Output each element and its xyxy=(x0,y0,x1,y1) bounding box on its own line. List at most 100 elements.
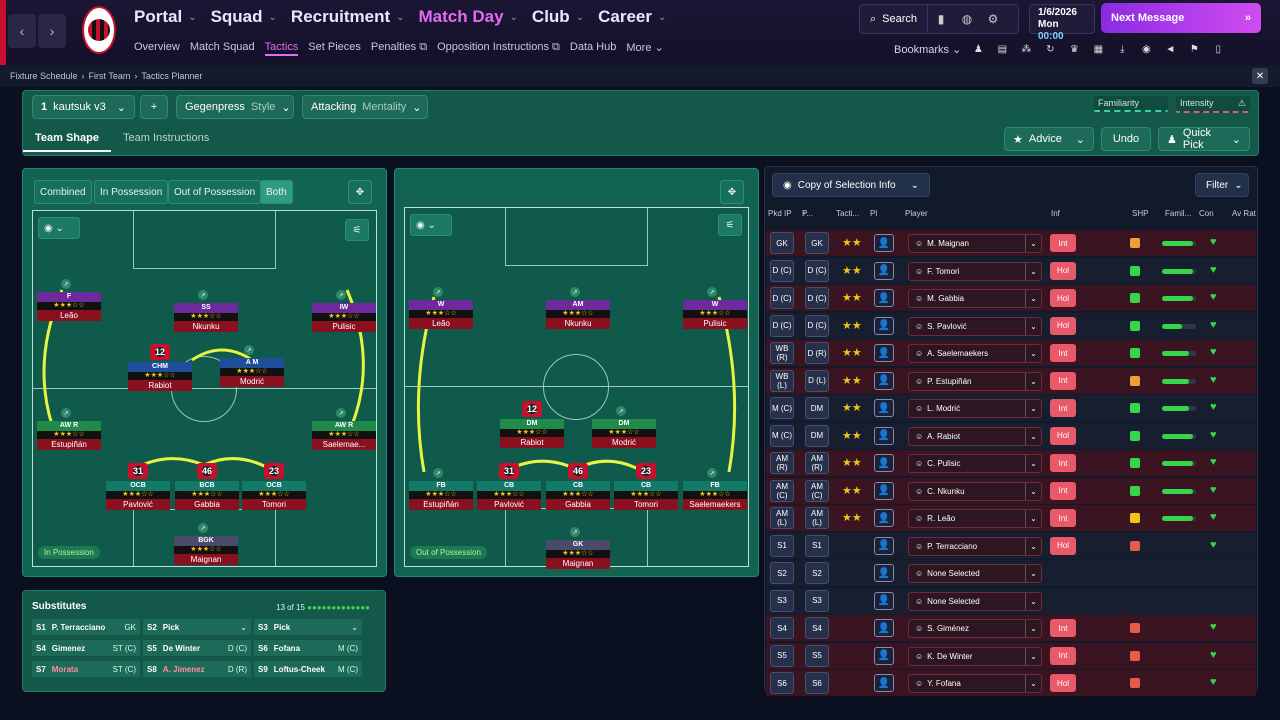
tab-team-shape[interactable]: Team Shape xyxy=(23,126,111,152)
nav-match-day[interactable]: Match Day ⌄ xyxy=(418,7,518,26)
duty-icon[interactable]: ↗ xyxy=(244,345,254,355)
player-card[interactable]: CB ★★★☆☆ Gabbia xyxy=(546,481,610,510)
player-profile-icon[interactable]: 👤 xyxy=(874,509,894,527)
player-card[interactable]: CHM ★★★☆☆ Rabiot xyxy=(128,362,192,391)
selection-row[interactable]: AM (C) AM (C) ★★ 👤 ☺ C. Nkunku ⌄ Int ♥ xyxy=(766,477,1256,504)
selection-row[interactable]: M (C) DM ★★ 👤 ☺ A. Rabiot ⌄ Hol ♥ xyxy=(766,422,1256,449)
player-select[interactable]: ☺ A. Rabiot ⌄ xyxy=(908,426,1042,446)
selection-row[interactable]: S2 S2 👤 ☺ None Selected ⌄ xyxy=(766,560,1256,586)
player-profile-icon[interactable]: 👤 xyxy=(874,481,894,500)
player-card[interactable]: SS ★★★☆☆ Nkunku xyxy=(174,303,238,332)
tab-team-instructions[interactable]: Team Instructions xyxy=(123,132,210,144)
move-icon[interactable]: ✥ xyxy=(720,180,744,204)
substitute-slot[interactable]: S1 P. Terracciano GK xyxy=(32,619,140,635)
op-position[interactable]: S3 xyxy=(805,589,829,612)
ip-position[interactable]: GK xyxy=(770,232,794,254)
player-profile-icon[interactable]: 👤 xyxy=(874,591,894,610)
op-position[interactable]: AM (C) xyxy=(805,479,829,502)
club-crest-icon[interactable] xyxy=(82,6,116,54)
player-select[interactable]: ☺ M. Gabbia ⌄ xyxy=(908,289,1042,308)
selection-row[interactable]: AM (R) AM (R) ★★ 👤 ☺ C. Pulisic ⌄ Int ♥ xyxy=(766,450,1256,476)
nav-club[interactable]: Club ⌄ xyxy=(531,7,585,26)
ip-position[interactable]: AM (L) xyxy=(770,507,794,529)
clipboard-icon[interactable]: ▤ xyxy=(997,43,1008,55)
player-card[interactable]: OCB ★★★☆☆ Pavlović xyxy=(106,481,170,510)
mode-out-of-possession[interactable]: Out of Possession xyxy=(168,180,262,204)
ip-position[interactable]: S6 xyxy=(770,672,794,694)
duty-icon[interactable]: ↗ xyxy=(570,287,580,297)
subnav-set-pieces[interactable]: Set Pieces xyxy=(308,41,361,53)
substitute-slot[interactable]: S9 Loftus-Cheek M (C) xyxy=(254,661,362,677)
selection-row[interactable]: S1 S1 👤 ☺ P. Terracciano ⌄ Hol ♥ xyxy=(766,532,1256,559)
player-card[interactable]: CB ★★★☆☆ Tomori xyxy=(614,481,678,510)
duty-icon[interactable]: ↗ xyxy=(61,408,71,418)
col-avg-rating[interactable]: Av Rat xyxy=(1232,209,1256,218)
duty-icon[interactable]: ↗ xyxy=(433,287,443,297)
subnav-more[interactable]: More ⌄ xyxy=(626,42,664,54)
player-card[interactable]: GK ★★★☆☆ Maignan xyxy=(546,540,610,569)
nav-squad[interactable]: Squad ⌄ xyxy=(210,7,277,26)
player-select[interactable]: ☺ S. Giménez ⌄ xyxy=(908,619,1042,638)
selection-row[interactable]: AM (L) AM (L) ★★ 👤 ☺ R. Leão ⌄ Int ♥ xyxy=(766,505,1256,531)
player-profile-icon[interactable]: 👤 xyxy=(874,619,894,637)
player-select[interactable]: ☺ L. Modrić ⌄ xyxy=(908,399,1042,418)
col-tactic[interactable]: Tacti... xyxy=(836,209,860,218)
player-card[interactable]: FB ★★★☆☆ Saelemaekers xyxy=(683,481,747,510)
op-position[interactable]: D (R) xyxy=(805,342,829,364)
ip-position[interactable]: D (C) xyxy=(770,287,794,309)
move-icon[interactable]: ✥ xyxy=(348,180,372,204)
selection-row[interactable]: S5 S5 👤 ☺ K. De Winter ⌄ Int ♥ xyxy=(766,642,1256,669)
visibility-toggle[interactable]: ◉ ⌄ xyxy=(38,217,80,239)
player-profile-icon[interactable]: 👤 xyxy=(874,261,894,280)
ip-position[interactable]: D (C) xyxy=(770,259,794,282)
selection-row[interactable]: D (C) D (C) ★★ 👤 ☺ S. Pavlović ⌄ Hol ♥ xyxy=(766,312,1256,339)
phone-icon[interactable]: ▯ xyxy=(1215,43,1222,55)
op-position[interactable]: AM (L) xyxy=(805,507,829,529)
duty-icon[interactable]: ↗ xyxy=(61,279,71,289)
game-date[interactable]: 1/6/2026 Mon 00:00 xyxy=(1029,4,1095,42)
player-select[interactable]: ☺ S. Pavlović ⌄ xyxy=(908,316,1042,336)
forward-arrow-icon[interactable]: › xyxy=(38,14,66,48)
op-position[interactable]: GK xyxy=(805,232,829,254)
player-profile-icon[interactable]: 👤 xyxy=(874,316,894,335)
player-select[interactable]: ☺ R. Leão ⌄ xyxy=(908,509,1042,528)
col-pkd-ip[interactable]: Pkd IP xyxy=(768,209,792,218)
player-card[interactable]: W ★★★☆☆ Pulisic xyxy=(683,300,747,329)
op-position[interactable]: DM xyxy=(805,397,829,419)
duty-icon[interactable]: ↗ xyxy=(198,523,208,533)
op-position[interactable]: D (L) xyxy=(805,369,829,392)
duty-icon[interactable]: ↗ xyxy=(336,408,346,418)
flag-icon[interactable]: ⚑ xyxy=(1189,43,1199,55)
player-select[interactable]: ☺ P. Estupiñán ⌄ xyxy=(908,371,1042,391)
op-position[interactable]: D (C) xyxy=(805,259,829,282)
substitute-slot[interactable]: S2 Pick ⌄ xyxy=(143,619,251,635)
op-position[interactable]: S4 xyxy=(805,617,829,639)
op-position[interactable]: S5 xyxy=(805,644,829,667)
player-card[interactable]: IW ★★★☆☆ Pulisic xyxy=(312,303,376,332)
player-card[interactable]: DM ★★★☆☆ Rabiot xyxy=(500,419,564,448)
mentality-select[interactable]: Attacking Mentality ⌄ xyxy=(302,95,428,119)
substitute-slot[interactable]: S8 A. Jimenez D (R) xyxy=(143,661,251,677)
player-profile-icon[interactable]: 👤 xyxy=(874,536,894,555)
selection-row[interactable]: GK GK ★★ 👤 ☺ M. Maignan ⌄ Int ♥ xyxy=(766,230,1256,256)
player-card[interactable]: F ★★★☆☆ Leão xyxy=(37,292,101,321)
player-profile-icon[interactable]: 👤 xyxy=(874,399,894,417)
col-player[interactable]: Player xyxy=(905,209,928,218)
player-profile-icon[interactable]: 👤 xyxy=(874,371,894,390)
crumb-first-team[interactable]: First Team xyxy=(88,71,131,81)
player-card[interactable]: OCB ★★★☆☆ Tomori xyxy=(242,481,306,510)
bookmark-icon[interactable]: ▮ xyxy=(937,12,945,26)
op-position[interactable]: DM xyxy=(805,424,829,447)
player-card[interactable]: AW R ★★★☆☆ Saelemae... xyxy=(312,421,376,450)
substitute-slot[interactable]: S6 Fofana M (C) xyxy=(254,640,362,656)
ip-position[interactable]: D (C) xyxy=(770,314,794,337)
player-select[interactable]: ☺ M. Maignan ⌄ xyxy=(908,234,1042,253)
player-card[interactable]: BCB ★★★☆☆ Gabbia xyxy=(175,481,239,510)
mode-combined[interactable]: Combined xyxy=(34,180,92,204)
player-select[interactable]: ☺ K. De Winter ⌄ xyxy=(908,646,1042,666)
calendar-icon[interactable]: ▦ xyxy=(1093,43,1104,55)
player-select[interactable]: ☺ C. Pulisic ⌄ xyxy=(908,454,1042,473)
shirt-icon[interactable]: ♟ xyxy=(973,43,983,55)
trophy-icon[interactable]: ♛ xyxy=(1069,43,1079,55)
nav-career[interactable]: Career ⌄ xyxy=(598,7,667,26)
